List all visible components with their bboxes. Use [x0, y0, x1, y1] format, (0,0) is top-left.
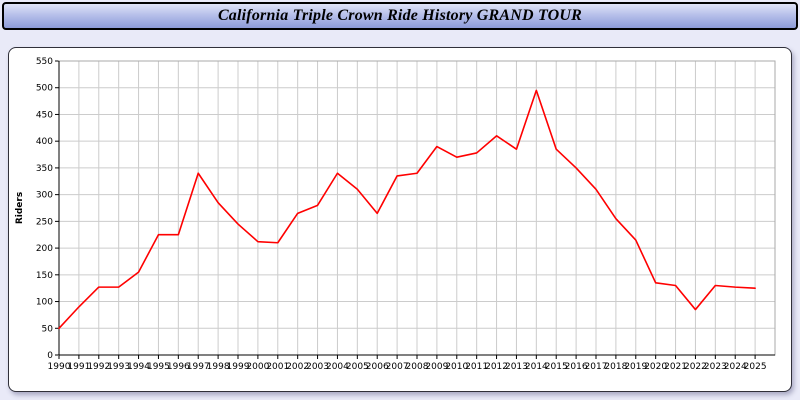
page-title: California Triple Crown Ride History GRA…	[217, 7, 583, 24]
x-tick-label: 2020	[644, 362, 667, 372]
x-tick-label: 2022	[684, 362, 707, 372]
x-tick-label: 2001	[266, 362, 289, 372]
y-tick-label: 350	[36, 164, 53, 174]
x-tick-label: 2009	[425, 362, 448, 372]
x-tick-label: 2017	[585, 362, 608, 372]
y-tick-label: 450	[36, 110, 53, 120]
x-tick-label: 2007	[386, 362, 409, 372]
x-tick-label: 1999	[227, 362, 250, 372]
chart-panel: 0 50 100 150 200 250 300 350 400 450 500 550 1990 199…	[8, 47, 792, 392]
x-tick-label: 2021	[664, 362, 687, 372]
x-tick-label: 1991	[67, 362, 90, 372]
x-tick-label: 2016	[565, 362, 588, 372]
x-tick-label: 2013	[505, 362, 528, 372]
riders-series-line	[58, 89, 756, 330]
x-tick-label: 2006	[366, 362, 389, 372]
y-tick-label: 300	[36, 191, 53, 201]
y-tick-label: 400	[36, 137, 53, 147]
x-tick-label: 2014	[525, 362, 548, 372]
y-tick-label: 150	[36, 271, 53, 281]
x-tick-label: 2000	[246, 362, 269, 372]
x-tick-label: 2011	[465, 362, 488, 372]
y-axis-label: Riders	[15, 192, 25, 224]
x-tick-label: 2003	[306, 362, 329, 372]
y-tick-label: 0	[47, 351, 53, 361]
x-tick-label: 2004	[326, 362, 349, 372]
x-tick-label: 1997	[187, 362, 210, 372]
x-tick-label: 2012	[485, 362, 508, 372]
y-tick-label: 100	[36, 298, 53, 308]
x-tick-label: 2019	[624, 362, 647, 372]
y-tick-label: 50	[42, 324, 54, 334]
x-tick-label: 2005	[346, 362, 369, 372]
x-tick-label: 2002	[286, 362, 309, 372]
x-tick-label: 2008	[406, 362, 429, 372]
y-tick-label: 500	[36, 84, 53, 94]
x-tick-label: 1992	[87, 362, 110, 372]
chart-title-bar: California Triple Crown Ride History GRA…	[2, 2, 798, 30]
y-tick-label: 200	[36, 244, 53, 254]
line-chart: 0501001502002503003504004505005501990199…	[15, 57, 776, 372]
x-tick-label: 2025	[744, 362, 767, 372]
x-tick-label: 1995	[147, 362, 170, 372]
x-tick-label: 1990	[48, 362, 71, 372]
x-tick-label: 2024	[724, 362, 747, 372]
y-tick-label: 550	[36, 57, 53, 67]
x-tick-label: 1994	[127, 362, 150, 372]
x-tick-label: 1998	[207, 362, 230, 372]
x-tick-label: 2015	[545, 362, 568, 372]
x-tick-label: 1996	[167, 362, 190, 372]
x-tick-label: 2018	[604, 362, 627, 372]
x-tick-label: 2023	[704, 362, 727, 372]
x-tick-label: 2010	[445, 362, 468, 372]
y-tick-label: 250	[36, 217, 53, 227]
x-tick-label: 1993	[107, 362, 130, 372]
